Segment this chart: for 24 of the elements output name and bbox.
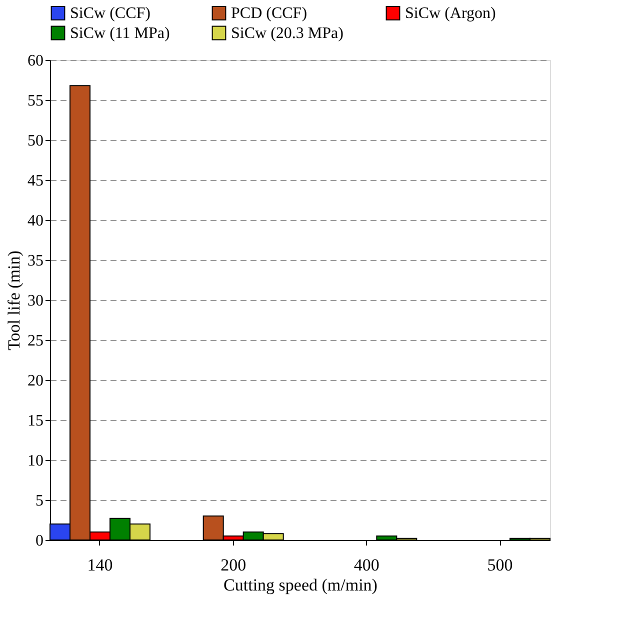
y-axis-title: Tool life (min) xyxy=(4,250,24,350)
legend-label: SiCw (Argon) xyxy=(405,5,496,22)
legend-label: SiCw (20.3 MPa) xyxy=(231,25,344,42)
y-tick-label: 35 xyxy=(28,252,44,270)
y-tick-label: 60 xyxy=(28,52,44,70)
x-axis-title: Cutting speed (m/min) xyxy=(224,576,378,594)
x-tick-label: 500 xyxy=(487,556,513,574)
y-tick-label: 25 xyxy=(28,332,44,350)
y-tick-label: 0 xyxy=(36,532,44,550)
x-tick-label: 400 xyxy=(354,556,380,574)
legend-label: PCD (CCF) xyxy=(231,5,308,22)
x-tick-label: 140 xyxy=(87,556,113,574)
y-tick-label: 10 xyxy=(28,452,44,470)
y-tick-label: 30 xyxy=(28,292,44,310)
y-tick-label: 45 xyxy=(28,172,44,190)
legend-label: SiCw (CCF) xyxy=(70,5,150,22)
y-tick-label: 5 xyxy=(36,492,44,510)
y-tick-label: 50 xyxy=(28,132,44,150)
legend-label: SiCw (11 MPa) xyxy=(70,25,170,42)
y-tick-label: 40 xyxy=(28,212,44,230)
y-tick-label: 55 xyxy=(28,92,44,110)
y-tick-label: 15 xyxy=(28,412,44,430)
y-tick-label: 20 xyxy=(28,372,44,390)
x-tick-label: 200 xyxy=(220,556,246,574)
